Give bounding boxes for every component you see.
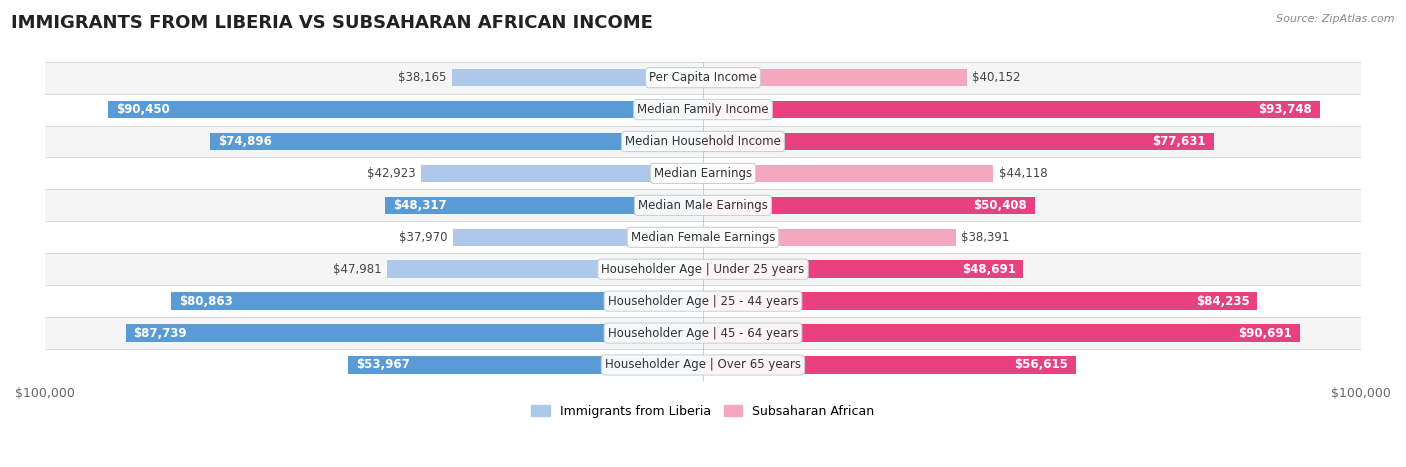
Text: Householder Age | 45 - 64 years: Householder Age | 45 - 64 years [607,326,799,340]
Bar [703,356,1076,374]
Text: Median Female Earnings: Median Female Earnings [631,231,775,244]
Bar [45,62,1361,93]
Text: $48,317: $48,317 [392,199,447,212]
Text: Householder Age | 25 - 44 years: Householder Age | 25 - 44 years [607,295,799,308]
Bar [45,317,1361,349]
Text: $44,118: $44,118 [998,167,1047,180]
Text: $84,235: $84,235 [1195,295,1250,308]
Text: $47,981: $47,981 [333,263,382,276]
Text: $93,748: $93,748 [1258,103,1312,116]
Bar [45,221,1361,253]
Bar [45,190,1361,221]
Bar [703,133,1213,150]
Bar [45,253,1361,285]
Bar [45,157,1361,190]
Text: $90,450: $90,450 [115,103,170,116]
Legend: Immigrants from Liberia, Subsaharan African: Immigrants from Liberia, Subsaharan Afri… [526,400,880,423]
Text: Source: ZipAtlas.com: Source: ZipAtlas.com [1277,14,1395,24]
Text: $38,165: $38,165 [398,71,447,84]
Text: $40,152: $40,152 [973,71,1021,84]
Text: Median Earnings: Median Earnings [654,167,752,180]
Bar [703,324,1299,342]
Text: $50,408: $50,408 [973,199,1026,212]
Bar [451,69,703,86]
Text: $42,923: $42,923 [367,167,415,180]
Text: Median Family Income: Median Family Income [637,103,769,116]
Bar [703,197,1035,214]
Text: $77,631: $77,631 [1153,135,1206,148]
Text: $87,739: $87,739 [134,326,187,340]
Bar [385,197,703,214]
Bar [347,356,703,374]
Bar [703,292,1257,310]
Bar [45,349,1361,381]
Bar [703,165,993,182]
Bar [387,261,703,278]
Bar [108,101,703,118]
Text: $48,691: $48,691 [962,263,1015,276]
Bar [209,133,703,150]
Text: Median Household Income: Median Household Income [626,135,780,148]
Bar [172,292,703,310]
Bar [45,93,1361,126]
Text: $38,391: $38,391 [960,231,1010,244]
Bar [703,69,967,86]
Text: Median Male Earnings: Median Male Earnings [638,199,768,212]
Text: Per Capita Income: Per Capita Income [650,71,756,84]
Text: Householder Age | Over 65 years: Householder Age | Over 65 years [605,359,801,371]
Bar [420,165,703,182]
Text: $74,896: $74,896 [218,135,271,148]
Text: Householder Age | Under 25 years: Householder Age | Under 25 years [602,263,804,276]
Bar [125,324,703,342]
Bar [45,126,1361,157]
Bar [703,228,956,246]
Bar [703,261,1024,278]
Text: $56,615: $56,615 [1014,359,1067,371]
Bar [45,285,1361,317]
Text: $90,691: $90,691 [1239,326,1292,340]
Bar [453,228,703,246]
Bar [703,101,1320,118]
Text: $53,967: $53,967 [356,359,409,371]
Text: $80,863: $80,863 [179,295,232,308]
Text: $37,970: $37,970 [399,231,449,244]
Text: IMMIGRANTS FROM LIBERIA VS SUBSAHARAN AFRICAN INCOME: IMMIGRANTS FROM LIBERIA VS SUBSAHARAN AF… [11,14,654,32]
